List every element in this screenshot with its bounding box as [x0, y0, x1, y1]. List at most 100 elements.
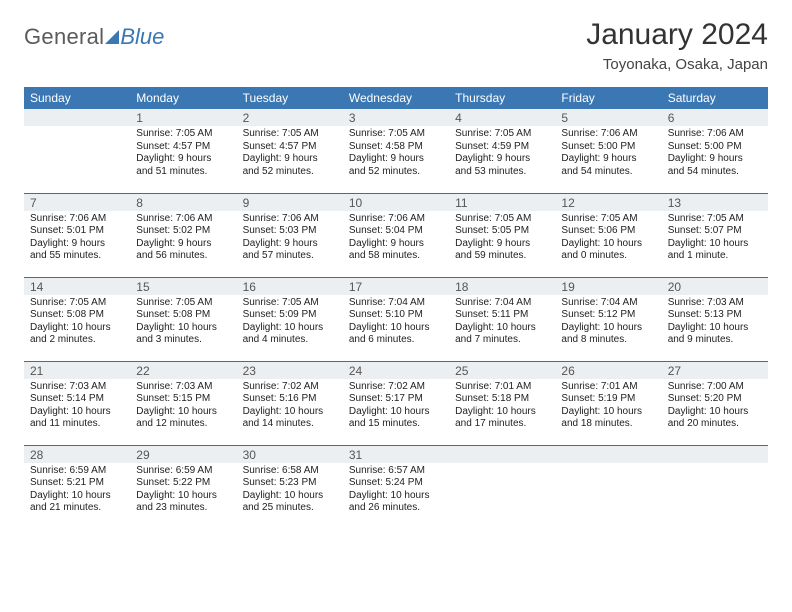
day-details: Sunrise: 7:05 AMSunset: 5:09 PMDaylight:…	[237, 295, 343, 349]
day-details: Sunrise: 7:06 AMSunset: 5:00 PMDaylight:…	[555, 126, 661, 180]
day-details: Sunrise: 7:03 AMSunset: 5:15 PMDaylight:…	[130, 379, 236, 433]
sunset-text: Sunset: 5:02 PM	[136, 225, 230, 238]
calendar-body: 1Sunrise: 7:05 AMSunset: 4:57 PMDaylight…	[24, 109, 768, 529]
daylight-text: Daylight: 9 hours and 52 minutes.	[243, 153, 337, 178]
logo-word-general: General	[24, 24, 104, 50]
day-cell: 3Sunrise: 7:05 AMSunset: 4:58 PMDaylight…	[343, 109, 449, 193]
dayname-sun: Sunday	[24, 87, 130, 109]
day-number	[555, 446, 661, 463]
day-number: 21	[24, 362, 130, 379]
daylight-text: Daylight: 10 hours and 12 minutes.	[136, 406, 230, 431]
sunset-text: Sunset: 5:23 PM	[243, 477, 337, 490]
day-number: 3	[343, 109, 449, 126]
day-details: Sunrise: 7:00 AMSunset: 5:20 PMDaylight:…	[662, 379, 768, 433]
day-details: Sunrise: 7:05 AMSunset: 5:08 PMDaylight:…	[24, 295, 130, 349]
day-details: Sunrise: 7:04 AMSunset: 5:10 PMDaylight:…	[343, 295, 449, 349]
daylight-text: Daylight: 9 hours and 51 minutes.	[136, 153, 230, 178]
day-number: 2	[237, 109, 343, 126]
sunrise-text: Sunrise: 7:06 AM	[668, 128, 762, 141]
daylight-text: Daylight: 9 hours and 52 minutes.	[349, 153, 443, 178]
day-cell: 2Sunrise: 7:05 AMSunset: 4:57 PMDaylight…	[237, 109, 343, 193]
daylight-text: Daylight: 10 hours and 1 minute.	[668, 238, 762, 263]
sunset-text: Sunset: 5:15 PM	[136, 393, 230, 406]
day-details: Sunrise: 7:06 AMSunset: 5:04 PMDaylight:…	[343, 211, 449, 265]
day-number: 14	[24, 278, 130, 295]
day-details: Sunrise: 7:05 AMSunset: 5:05 PMDaylight:…	[449, 211, 555, 265]
day-number: 15	[130, 278, 236, 295]
day-cell: 9Sunrise: 7:06 AMSunset: 5:03 PMDaylight…	[237, 193, 343, 277]
day-number: 17	[343, 278, 449, 295]
sunset-text: Sunset: 4:57 PM	[136, 141, 230, 154]
daylight-text: Daylight: 9 hours and 54 minutes.	[561, 153, 655, 178]
daylight-text: Daylight: 10 hours and 4 minutes.	[243, 322, 337, 347]
sunset-text: Sunset: 5:00 PM	[561, 141, 655, 154]
day-number: 30	[237, 446, 343, 463]
day-number: 24	[343, 362, 449, 379]
daylight-text: Daylight: 10 hours and 17 minutes.	[455, 406, 549, 431]
logo: General Blue	[24, 24, 164, 50]
day-number: 26	[555, 362, 661, 379]
day-cell: 18Sunrise: 7:04 AMSunset: 5:11 PMDayligh…	[449, 277, 555, 361]
daylight-text: Daylight: 10 hours and 25 minutes.	[243, 490, 337, 515]
day-number: 25	[449, 362, 555, 379]
day-details: Sunrise: 7:06 AMSunset: 5:00 PMDaylight:…	[662, 126, 768, 180]
day-details: Sunrise: 7:05 AMSunset: 4:57 PMDaylight:…	[130, 126, 236, 180]
dayname-sat: Saturday	[662, 87, 768, 109]
day-number: 12	[555, 194, 661, 211]
title-block: January 2024 Toyonaka, Osaka, Japan	[586, 18, 768, 73]
daylight-text: Daylight: 10 hours and 11 minutes.	[30, 406, 124, 431]
sunset-text: Sunset: 5:17 PM	[349, 393, 443, 406]
day-details: Sunrise: 6:57 AMSunset: 5:24 PMDaylight:…	[343, 463, 449, 517]
sunset-text: Sunset: 5:13 PM	[668, 309, 762, 322]
sunset-text: Sunset: 5:03 PM	[243, 225, 337, 238]
day-number: 18	[449, 278, 555, 295]
day-details: Sunrise: 7:06 AMSunset: 5:01 PMDaylight:…	[24, 211, 130, 265]
day-cell: 12Sunrise: 7:05 AMSunset: 5:06 PMDayligh…	[555, 193, 661, 277]
sunrise-text: Sunrise: 7:05 AM	[561, 213, 655, 226]
daylight-text: Daylight: 10 hours and 6 minutes.	[349, 322, 443, 347]
sunset-text: Sunset: 5:16 PM	[243, 393, 337, 406]
sunset-text: Sunset: 5:08 PM	[136, 309, 230, 322]
daylight-text: Daylight: 10 hours and 20 minutes.	[668, 406, 762, 431]
sunrise-text: Sunrise: 7:05 AM	[455, 213, 549, 226]
sunset-text: Sunset: 4:58 PM	[349, 141, 443, 154]
sunset-text: Sunset: 5:24 PM	[349, 477, 443, 490]
sunset-text: Sunset: 5:14 PM	[30, 393, 124, 406]
day-details: Sunrise: 7:03 AMSunset: 5:14 PMDaylight:…	[24, 379, 130, 433]
sunset-text: Sunset: 5:01 PM	[30, 225, 124, 238]
sunrise-text: Sunrise: 7:00 AM	[668, 381, 762, 394]
sunrise-text: Sunrise: 7:02 AM	[349, 381, 443, 394]
day-details: Sunrise: 7:05 AMSunset: 4:59 PMDaylight:…	[449, 126, 555, 180]
sunset-text: Sunset: 5:19 PM	[561, 393, 655, 406]
daylight-text: Daylight: 9 hours and 59 minutes.	[455, 238, 549, 263]
day-number: 29	[130, 446, 236, 463]
day-details: Sunrise: 6:58 AMSunset: 5:23 PMDaylight:…	[237, 463, 343, 517]
day-details	[662, 463, 768, 467]
dayname-wed: Wednesday	[343, 87, 449, 109]
daylight-text: Daylight: 10 hours and 2 minutes.	[30, 322, 124, 347]
daylight-text: Daylight: 10 hours and 7 minutes.	[455, 322, 549, 347]
sunrise-text: Sunrise: 7:05 AM	[30, 297, 124, 310]
day-cell: 5Sunrise: 7:06 AMSunset: 5:00 PMDaylight…	[555, 109, 661, 193]
day-cell: 1Sunrise: 7:05 AMSunset: 4:57 PMDaylight…	[130, 109, 236, 193]
sunrise-text: Sunrise: 7:05 AM	[243, 128, 337, 141]
daylight-text: Daylight: 10 hours and 9 minutes.	[668, 322, 762, 347]
day-details: Sunrise: 7:02 AMSunset: 5:17 PMDaylight:…	[343, 379, 449, 433]
day-cell: 24Sunrise: 7:02 AMSunset: 5:17 PMDayligh…	[343, 361, 449, 445]
day-cell: 6Sunrise: 7:06 AMSunset: 5:00 PMDaylight…	[662, 109, 768, 193]
day-cell: 14Sunrise: 7:05 AMSunset: 5:08 PMDayligh…	[24, 277, 130, 361]
day-number: 23	[237, 362, 343, 379]
sunrise-text: Sunrise: 7:04 AM	[561, 297, 655, 310]
day-cell: 20Sunrise: 7:03 AMSunset: 5:13 PMDayligh…	[662, 277, 768, 361]
sunset-text: Sunset: 5:00 PM	[668, 141, 762, 154]
day-details: Sunrise: 7:05 AMSunset: 5:07 PMDaylight:…	[662, 211, 768, 265]
week-row: 21Sunrise: 7:03 AMSunset: 5:14 PMDayligh…	[24, 361, 768, 445]
day-cell: 30Sunrise: 6:58 AMSunset: 5:23 PMDayligh…	[237, 445, 343, 529]
day-cell: 8Sunrise: 7:06 AMSunset: 5:02 PMDaylight…	[130, 193, 236, 277]
sunrise-text: Sunrise: 7:05 AM	[136, 297, 230, 310]
day-details: Sunrise: 7:02 AMSunset: 5:16 PMDaylight:…	[237, 379, 343, 433]
day-details	[555, 463, 661, 467]
day-cell: 25Sunrise: 7:01 AMSunset: 5:18 PMDayligh…	[449, 361, 555, 445]
sunset-text: Sunset: 5:12 PM	[561, 309, 655, 322]
sail-icon	[105, 30, 119, 44]
